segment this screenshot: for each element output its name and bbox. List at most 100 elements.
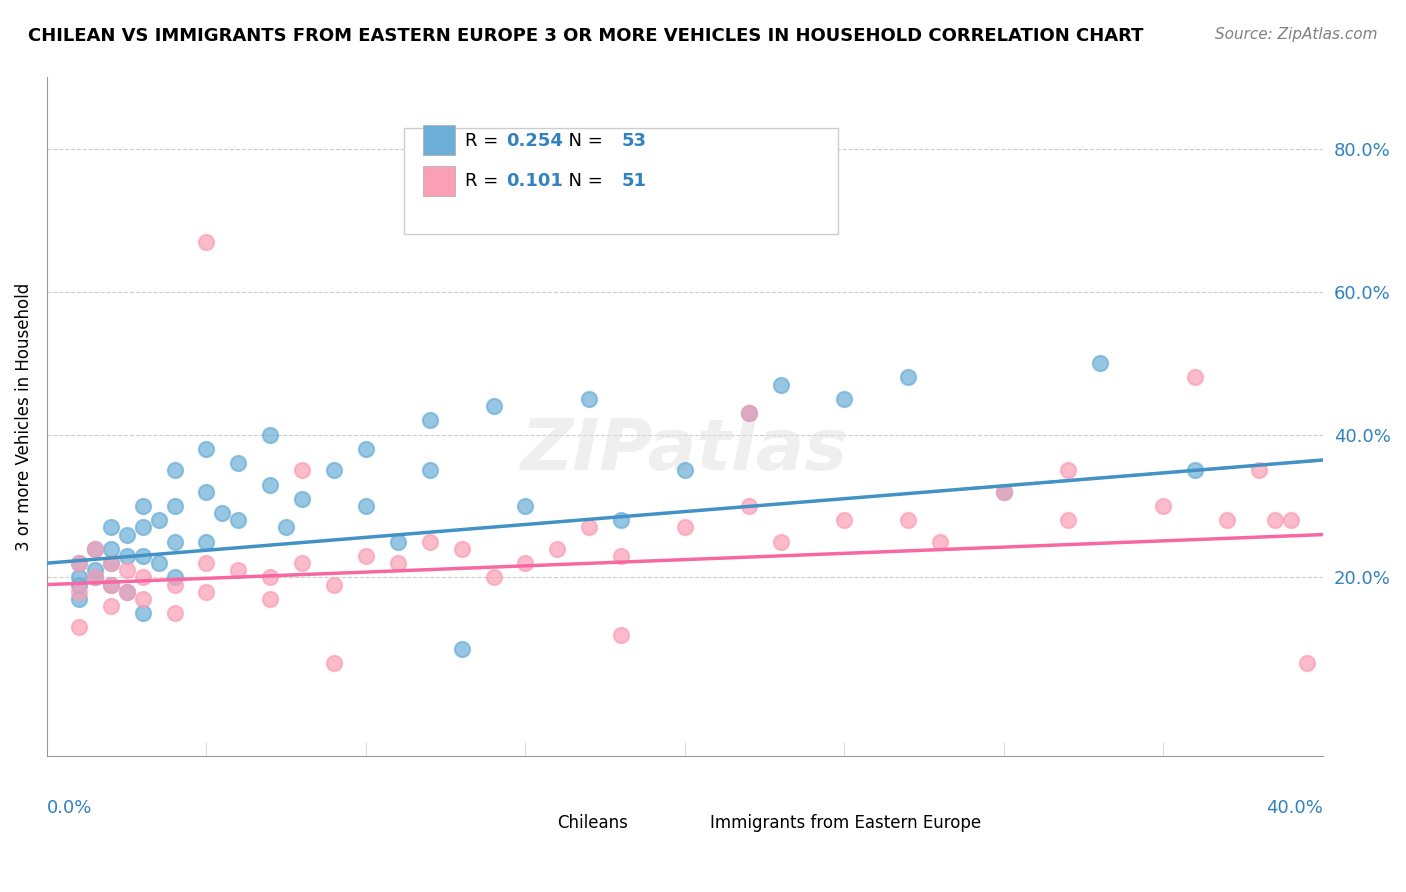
Point [211, 506, 233, 520]
Point [195, 556, 218, 570]
Point [259, 570, 281, 584]
Text: 51: 51 [621, 171, 647, 190]
Point [323, 656, 346, 670]
Point [148, 513, 170, 527]
Point [450, 541, 472, 556]
Point [323, 577, 346, 591]
Point [610, 513, 633, 527]
Point [100, 520, 122, 534]
Point [259, 477, 281, 491]
Point [419, 413, 441, 427]
Text: 0.0%: 0.0% [46, 799, 93, 817]
Point [163, 534, 186, 549]
Point [163, 570, 186, 584]
Point [673, 520, 696, 534]
Point [1296, 656, 1319, 670]
Point [673, 463, 696, 477]
Point [67, 591, 90, 606]
Text: ZIPatlas: ZIPatlas [522, 417, 849, 485]
Point [131, 570, 153, 584]
Point [259, 591, 281, 606]
Text: N =: N = [557, 131, 609, 150]
Text: 53: 53 [621, 131, 647, 150]
Point [738, 406, 761, 420]
Point [195, 484, 218, 499]
Point [83, 563, 105, 577]
Text: R =: R = [465, 171, 505, 190]
Y-axis label: 3 or more Vehicles in Household: 3 or more Vehicles in Household [15, 283, 32, 551]
Point [100, 556, 122, 570]
Point [515, 499, 537, 513]
Point [291, 463, 314, 477]
Point [515, 556, 537, 570]
Point [276, 520, 298, 534]
Point [897, 513, 920, 527]
Point [100, 577, 122, 591]
Point [610, 627, 633, 641]
Point [115, 527, 138, 541]
Text: Chileans: Chileans [557, 814, 628, 831]
Point [83, 541, 105, 556]
Point [1216, 513, 1239, 527]
Point [450, 641, 472, 656]
Point [83, 570, 105, 584]
Point [354, 499, 377, 513]
Point [226, 563, 249, 577]
Point [100, 577, 122, 591]
Point [993, 484, 1015, 499]
Point [834, 513, 856, 527]
Point [738, 499, 761, 513]
Point [1264, 513, 1286, 527]
Point [226, 456, 249, 470]
Point [291, 556, 314, 570]
Point [67, 556, 90, 570]
Point [1056, 463, 1078, 477]
Text: Source: ZipAtlas.com: Source: ZipAtlas.com [1215, 27, 1378, 42]
Point [83, 541, 105, 556]
Point [226, 513, 249, 527]
Point [897, 370, 920, 384]
Point [100, 599, 122, 613]
Text: R =: R = [465, 131, 505, 150]
Text: 40.0%: 40.0% [1267, 799, 1323, 817]
Text: 0.101: 0.101 [506, 171, 564, 190]
Point [354, 442, 377, 456]
Point [1184, 463, 1206, 477]
Point [387, 556, 409, 570]
FancyBboxPatch shape [404, 128, 838, 234]
Point [993, 484, 1015, 499]
Point [67, 577, 90, 591]
Point [578, 520, 600, 534]
Point [148, 556, 170, 570]
Point [131, 499, 153, 513]
Text: N =: N = [557, 171, 609, 190]
Point [1249, 463, 1271, 477]
Point [578, 392, 600, 406]
Point [291, 491, 314, 506]
Point [259, 427, 281, 442]
Point [482, 399, 505, 413]
Point [929, 534, 952, 549]
Point [1184, 370, 1206, 384]
Point [163, 463, 186, 477]
Point [419, 463, 441, 477]
Point [195, 534, 218, 549]
Point [131, 549, 153, 563]
Point [131, 591, 153, 606]
FancyBboxPatch shape [423, 166, 456, 196]
Point [115, 584, 138, 599]
Point [131, 606, 153, 620]
Point [834, 392, 856, 406]
FancyBboxPatch shape [506, 797, 538, 821]
Point [67, 584, 90, 599]
Point [100, 541, 122, 556]
FancyBboxPatch shape [423, 125, 456, 155]
Text: Immigrants from Eastern Europe: Immigrants from Eastern Europe [710, 814, 981, 831]
Point [67, 620, 90, 634]
Point [83, 570, 105, 584]
Point [546, 541, 568, 556]
Point [115, 563, 138, 577]
Point [163, 606, 186, 620]
Point [67, 556, 90, 570]
Point [115, 549, 138, 563]
